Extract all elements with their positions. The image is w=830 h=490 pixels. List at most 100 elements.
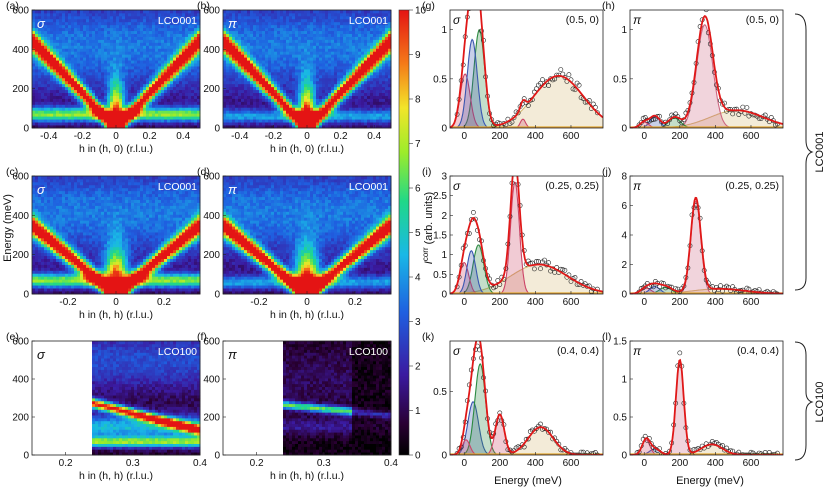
heatmap-cell	[35, 63, 39, 67]
heatmap-cell	[68, 116, 72, 120]
heatmap-cell	[283, 98, 287, 102]
heatmap-cell	[382, 45, 386, 49]
heatmap-cell	[128, 74, 132, 79]
heatmap-cell	[188, 48, 192, 52]
heatmap-cell	[262, 86, 266, 91]
heatmap-cell	[116, 27, 120, 32]
heatmap-cell	[179, 42, 183, 46]
heatmap-cell	[265, 89, 269, 93]
heatmap-cell	[367, 92, 371, 96]
heatmap-cell	[373, 51, 377, 55]
heatmap-cell	[361, 110, 365, 114]
heatmap-cell	[307, 15, 311, 20]
heatmap-cell	[74, 24, 78, 29]
heatmap-cell	[41, 273, 45, 277]
heatmap-cell	[32, 220, 36, 224]
heatmap-cell	[331, 30, 335, 34]
heatmap-cell	[223, 57, 227, 61]
heatmap-cell	[74, 71, 78, 76]
heatmap-cell	[289, 33, 293, 37]
heatmap-cell	[122, 42, 126, 46]
heatmap-cell	[223, 39, 227, 43]
heatmap-cell	[376, 60, 380, 64]
heatmap-cell	[152, 27, 156, 32]
heatmap-cell	[352, 33, 356, 37]
heatmap-cell	[56, 255, 60, 259]
heatmap-cell	[346, 110, 350, 114]
heatmap-cell	[337, 45, 341, 49]
heatmap-cell	[298, 30, 302, 34]
heatmap-cell	[313, 36, 317, 40]
heatmap-cell	[238, 54, 242, 58]
heatmap-cell	[256, 48, 260, 52]
heatmap-cell	[385, 39, 389, 43]
heatmap-cell	[104, 54, 108, 58]
heatmap-cell	[149, 95, 153, 99]
heatmap-cell	[35, 232, 39, 236]
heatmap-cell	[158, 12, 162, 17]
heatmap-cell	[274, 77, 278, 82]
heatmap-cell	[271, 27, 275, 32]
heatmap-cell	[373, 69, 377, 73]
heatmap-cell	[32, 89, 36, 93]
heatmap-cell	[173, 54, 177, 58]
heatmap-cell	[38, 51, 42, 55]
heatmap-cell	[301, 57, 305, 61]
heatmap-cell	[44, 270, 48, 274]
heatmap-cell	[41, 51, 45, 55]
heatmap-cell	[65, 113, 69, 117]
heatmap-cell	[382, 69, 386, 73]
heatmap-cell	[194, 24, 198, 29]
heatmap-cell	[280, 30, 284, 34]
heatmap-cell	[331, 51, 335, 55]
heatmap-cell	[104, 101, 108, 105]
heatmap-cell	[232, 69, 236, 73]
heatmap-cell	[286, 83, 290, 88]
heatmap-cell	[325, 86, 329, 91]
heatmap-cell	[41, 270, 45, 274]
heatmap-cell	[274, 39, 278, 43]
heatmap-cell	[229, 122, 233, 126]
heatmap-cell	[41, 276, 45, 280]
heatmap-cell	[113, 69, 117, 73]
heatmap-cell	[256, 113, 260, 117]
heatmap-cell	[152, 48, 156, 52]
heatmap-cell	[110, 18, 114, 23]
heatmap-cell	[271, 98, 275, 102]
heatmap-cell	[125, 80, 129, 85]
heatmap-cell	[110, 83, 114, 88]
heatmap-cell	[304, 122, 308, 126]
heatmap-cell	[223, 113, 227, 117]
heatmap-cell	[247, 12, 251, 17]
heatmap-cell	[77, 116, 81, 120]
heatmap-cell	[304, 57, 308, 61]
heatmap-cell	[304, 30, 308, 34]
heatmap-cell	[376, 45, 380, 49]
heatmap-cell	[301, 51, 305, 55]
sample-label: LCO001	[158, 15, 197, 27]
heatmap-cell	[89, 80, 93, 85]
heatmap-cell	[182, 69, 186, 73]
heatmap-cell	[185, 51, 189, 55]
heatmap-cell	[286, 104, 290, 108]
heatmap-cell	[170, 33, 174, 37]
heatmap-cell	[232, 36, 236, 40]
heatmap-cell	[238, 83, 242, 88]
heatmap-cell	[71, 24, 75, 29]
heatmap-cell	[376, 95, 380, 99]
heatmap-cell	[277, 92, 281, 96]
heatmap-cell	[388, 86, 392, 91]
heatmap-cell	[38, 246, 42, 251]
heatmap-cell	[71, 66, 75, 70]
heatmap-cell	[310, 57, 314, 61]
heatmap-cell	[38, 193, 42, 198]
heatmap-cell	[382, 83, 386, 88]
heatmap-cell	[44, 33, 48, 37]
heatmap-cell	[241, 113, 245, 117]
heatmap-cell	[385, 119, 389, 123]
heatmap-cell	[304, 125, 308, 129]
heatmap-cell	[71, 125, 75, 129]
heatmap-cell	[274, 113, 278, 117]
heatmap-cell	[86, 86, 90, 91]
heatmap-cell	[352, 83, 356, 88]
